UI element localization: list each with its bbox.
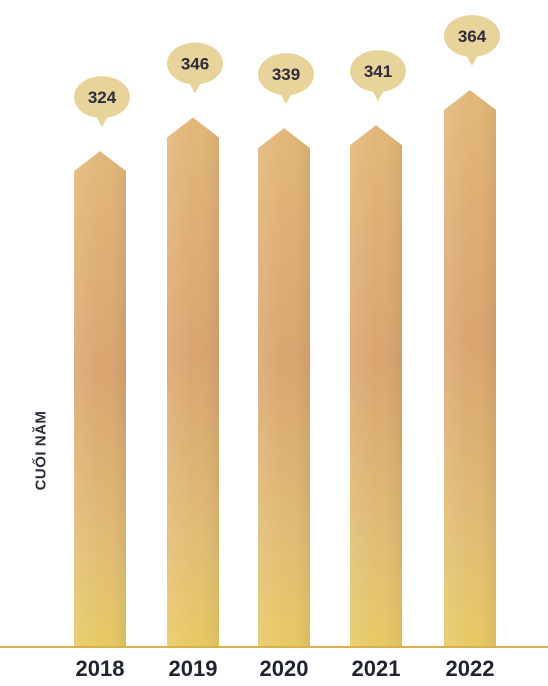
- x-tick-label-2019: 2019: [169, 656, 218, 681]
- bar-2022: [444, 90, 496, 646]
- data-label: 324: [88, 88, 117, 107]
- x-tick-label-2018: 2018: [76, 656, 125, 681]
- bubble-shape: [444, 15, 500, 57]
- bar-shading: [167, 117, 219, 646]
- bubble-shape: [167, 42, 223, 85]
- bubble-pointer: [95, 114, 109, 128]
- x-tick-label-2020: 2020: [260, 656, 309, 681]
- bubble-pointer: [188, 80, 202, 94]
- bubble-shape: [74, 76, 130, 119]
- bar-2019: [167, 117, 219, 646]
- value-bubble-2021: 341: [350, 50, 406, 102]
- bar-shading: [350, 125, 402, 647]
- value-bubble-2019: 346: [167, 42, 223, 94]
- data-label: 339: [272, 65, 300, 84]
- bubble-shape: [258, 53, 314, 96]
- bubble-shape: [350, 50, 406, 93]
- bar-2021: [350, 125, 402, 647]
- bar-shading: [258, 128, 310, 646]
- bar-shading: [444, 90, 496, 646]
- x-tick-label-2021: 2021: [352, 656, 401, 681]
- x-tick-label-2022: 2022: [446, 656, 495, 681]
- value-bubble-2020: 339: [258, 53, 314, 105]
- bubble-pointer: [279, 91, 293, 105]
- data-label: 364: [458, 27, 487, 46]
- data-label: 346: [181, 54, 209, 73]
- data-label: 341: [364, 62, 392, 81]
- value-bubble-2022: 364: [444, 15, 500, 66]
- bubble-pointer: [465, 53, 479, 66]
- bar-shading: [74, 151, 126, 646]
- bar-2018: [74, 151, 126, 646]
- bar-2020: [258, 128, 310, 646]
- value-bubble-2018: 324: [74, 76, 130, 128]
- bubble-pointer: [371, 88, 385, 102]
